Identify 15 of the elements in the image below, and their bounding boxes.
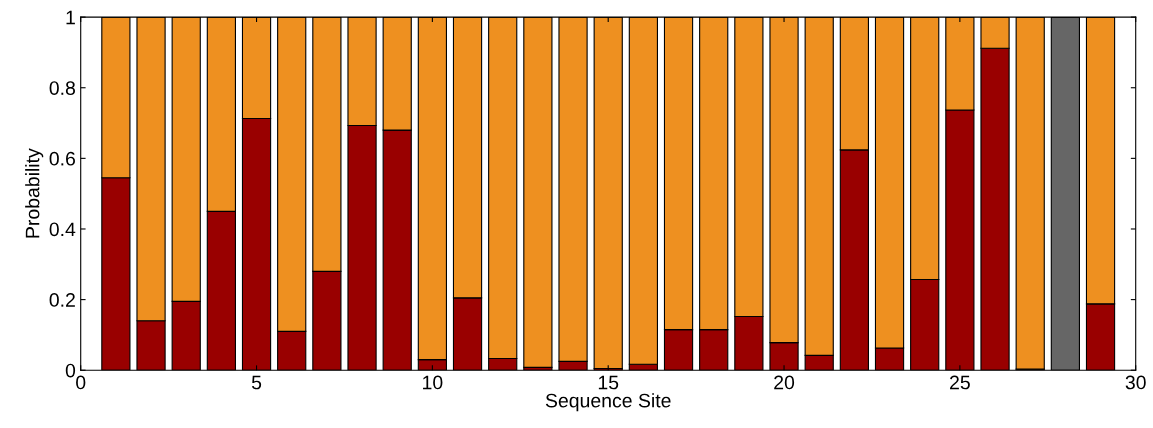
y-tick-label: 0.6 <box>49 151 75 166</box>
x-tick-label: 30 <box>1125 375 1146 390</box>
x-tick-label: 15 <box>598 375 619 390</box>
x-tick-label: 25 <box>950 375 970 390</box>
y-tick-label: 0 <box>65 363 76 378</box>
y-tick-label: 0.4 <box>49 222 76 237</box>
x-tick-label: 20 <box>774 375 795 390</box>
y-tick-label: 1 <box>66 10 75 25</box>
x-tick-label: 0 <box>76 375 86 390</box>
x-tick-label: 10 <box>423 375 443 390</box>
y-tick-label: 0.8 <box>49 81 76 95</box>
y-tick-label: 0.2 <box>49 293 75 307</box>
y-axis-title: Probability <box>25 148 44 238</box>
x-axis-title: Sequence Site <box>545 393 671 412</box>
x-tick-label: 5 <box>251 375 262 390</box>
